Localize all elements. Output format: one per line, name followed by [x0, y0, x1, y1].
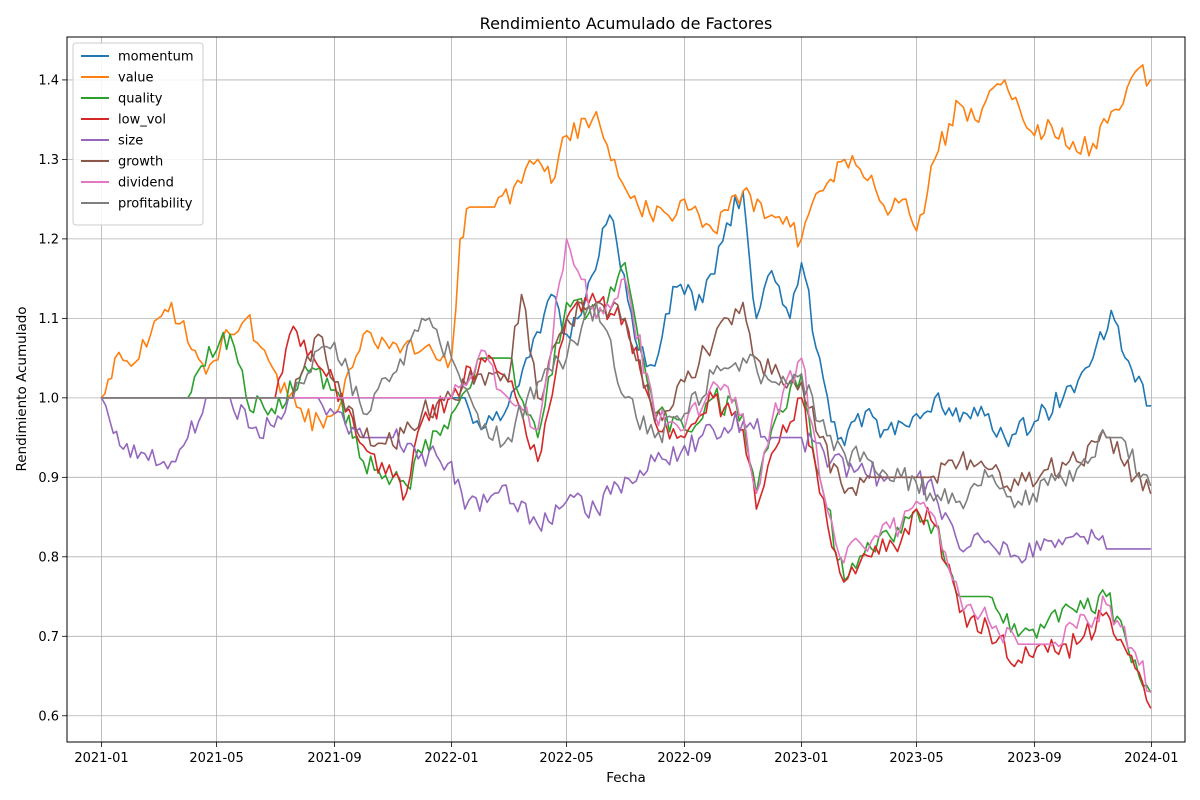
y-tick-label: 1.3 — [38, 153, 59, 168]
y-tick-label: 0.9 — [38, 471, 59, 486]
series-line-value — [100, 64, 1152, 432]
y-tick-label: 0.7 — [38, 630, 59, 645]
legend-label: dividend — [118, 176, 174, 191]
series-layer — [100, 64, 1152, 709]
series-line-size — [100, 396, 1152, 564]
x-tick-label: 2021-05 — [189, 751, 243, 766]
x-tick-label: 2022-09 — [657, 751, 711, 766]
y-tick-label: 1.4 — [38, 73, 59, 88]
y-tick-label: 0.8 — [38, 550, 59, 565]
x-tick-label: 2023-01 — [774, 751, 828, 766]
legend-label: value — [118, 71, 154, 86]
legend-box — [72, 42, 204, 226]
x-tick-label: 2021-01 — [74, 751, 128, 766]
y-tick-label: 1.1 — [38, 312, 59, 327]
x-tick-label: 2021-09 — [307, 751, 361, 766]
plot-frame — [66, 36, 1186, 743]
x-tick-label: 2022-01 — [424, 751, 478, 766]
x-tick-label: 2022-05 — [539, 751, 593, 766]
legend-label: momentum — [118, 50, 194, 65]
legend-label: size — [118, 134, 143, 149]
legend-label: profitability — [118, 197, 193, 212]
y-tick-label: 1.0 — [38, 391, 59, 406]
y-axis-title: Rendimiento Acumulado — [14, 306, 30, 471]
y-tick-label: 0.6 — [38, 709, 59, 724]
legend-label: quality — [118, 92, 163, 107]
legend-label: low_vol — [118, 113, 166, 128]
x-tick-label: 2023-05 — [889, 751, 943, 766]
grid-lines — [67, 37, 1185, 742]
series-line-profitability — [100, 301, 1152, 510]
x-axis-ticks: 2021-01 2021-05 2021-09 2022-01 2022-05 2022-… — [74, 742, 1179, 766]
x-axis-title: Fecha — [606, 770, 646, 786]
x-tick-label: 2024-01 — [1124, 751, 1178, 766]
legend-label: growth — [118, 155, 163, 170]
series-line-quality — [100, 261, 1152, 693]
x-tick-label: 2023-09 — [1007, 751, 1061, 766]
chart-title: Rendimiento Acumulado de Factores — [480, 14, 773, 33]
plot-area — [67, 37, 1185, 742]
y-tick-label: 1.2 — [38, 232, 59, 247]
series-line-low-vol — [100, 292, 1152, 709]
y-axis-ticks: 0.6 0.7 0.8 0.9 1.0 1.1 1.2 1.3 1.4 — [38, 73, 67, 724]
